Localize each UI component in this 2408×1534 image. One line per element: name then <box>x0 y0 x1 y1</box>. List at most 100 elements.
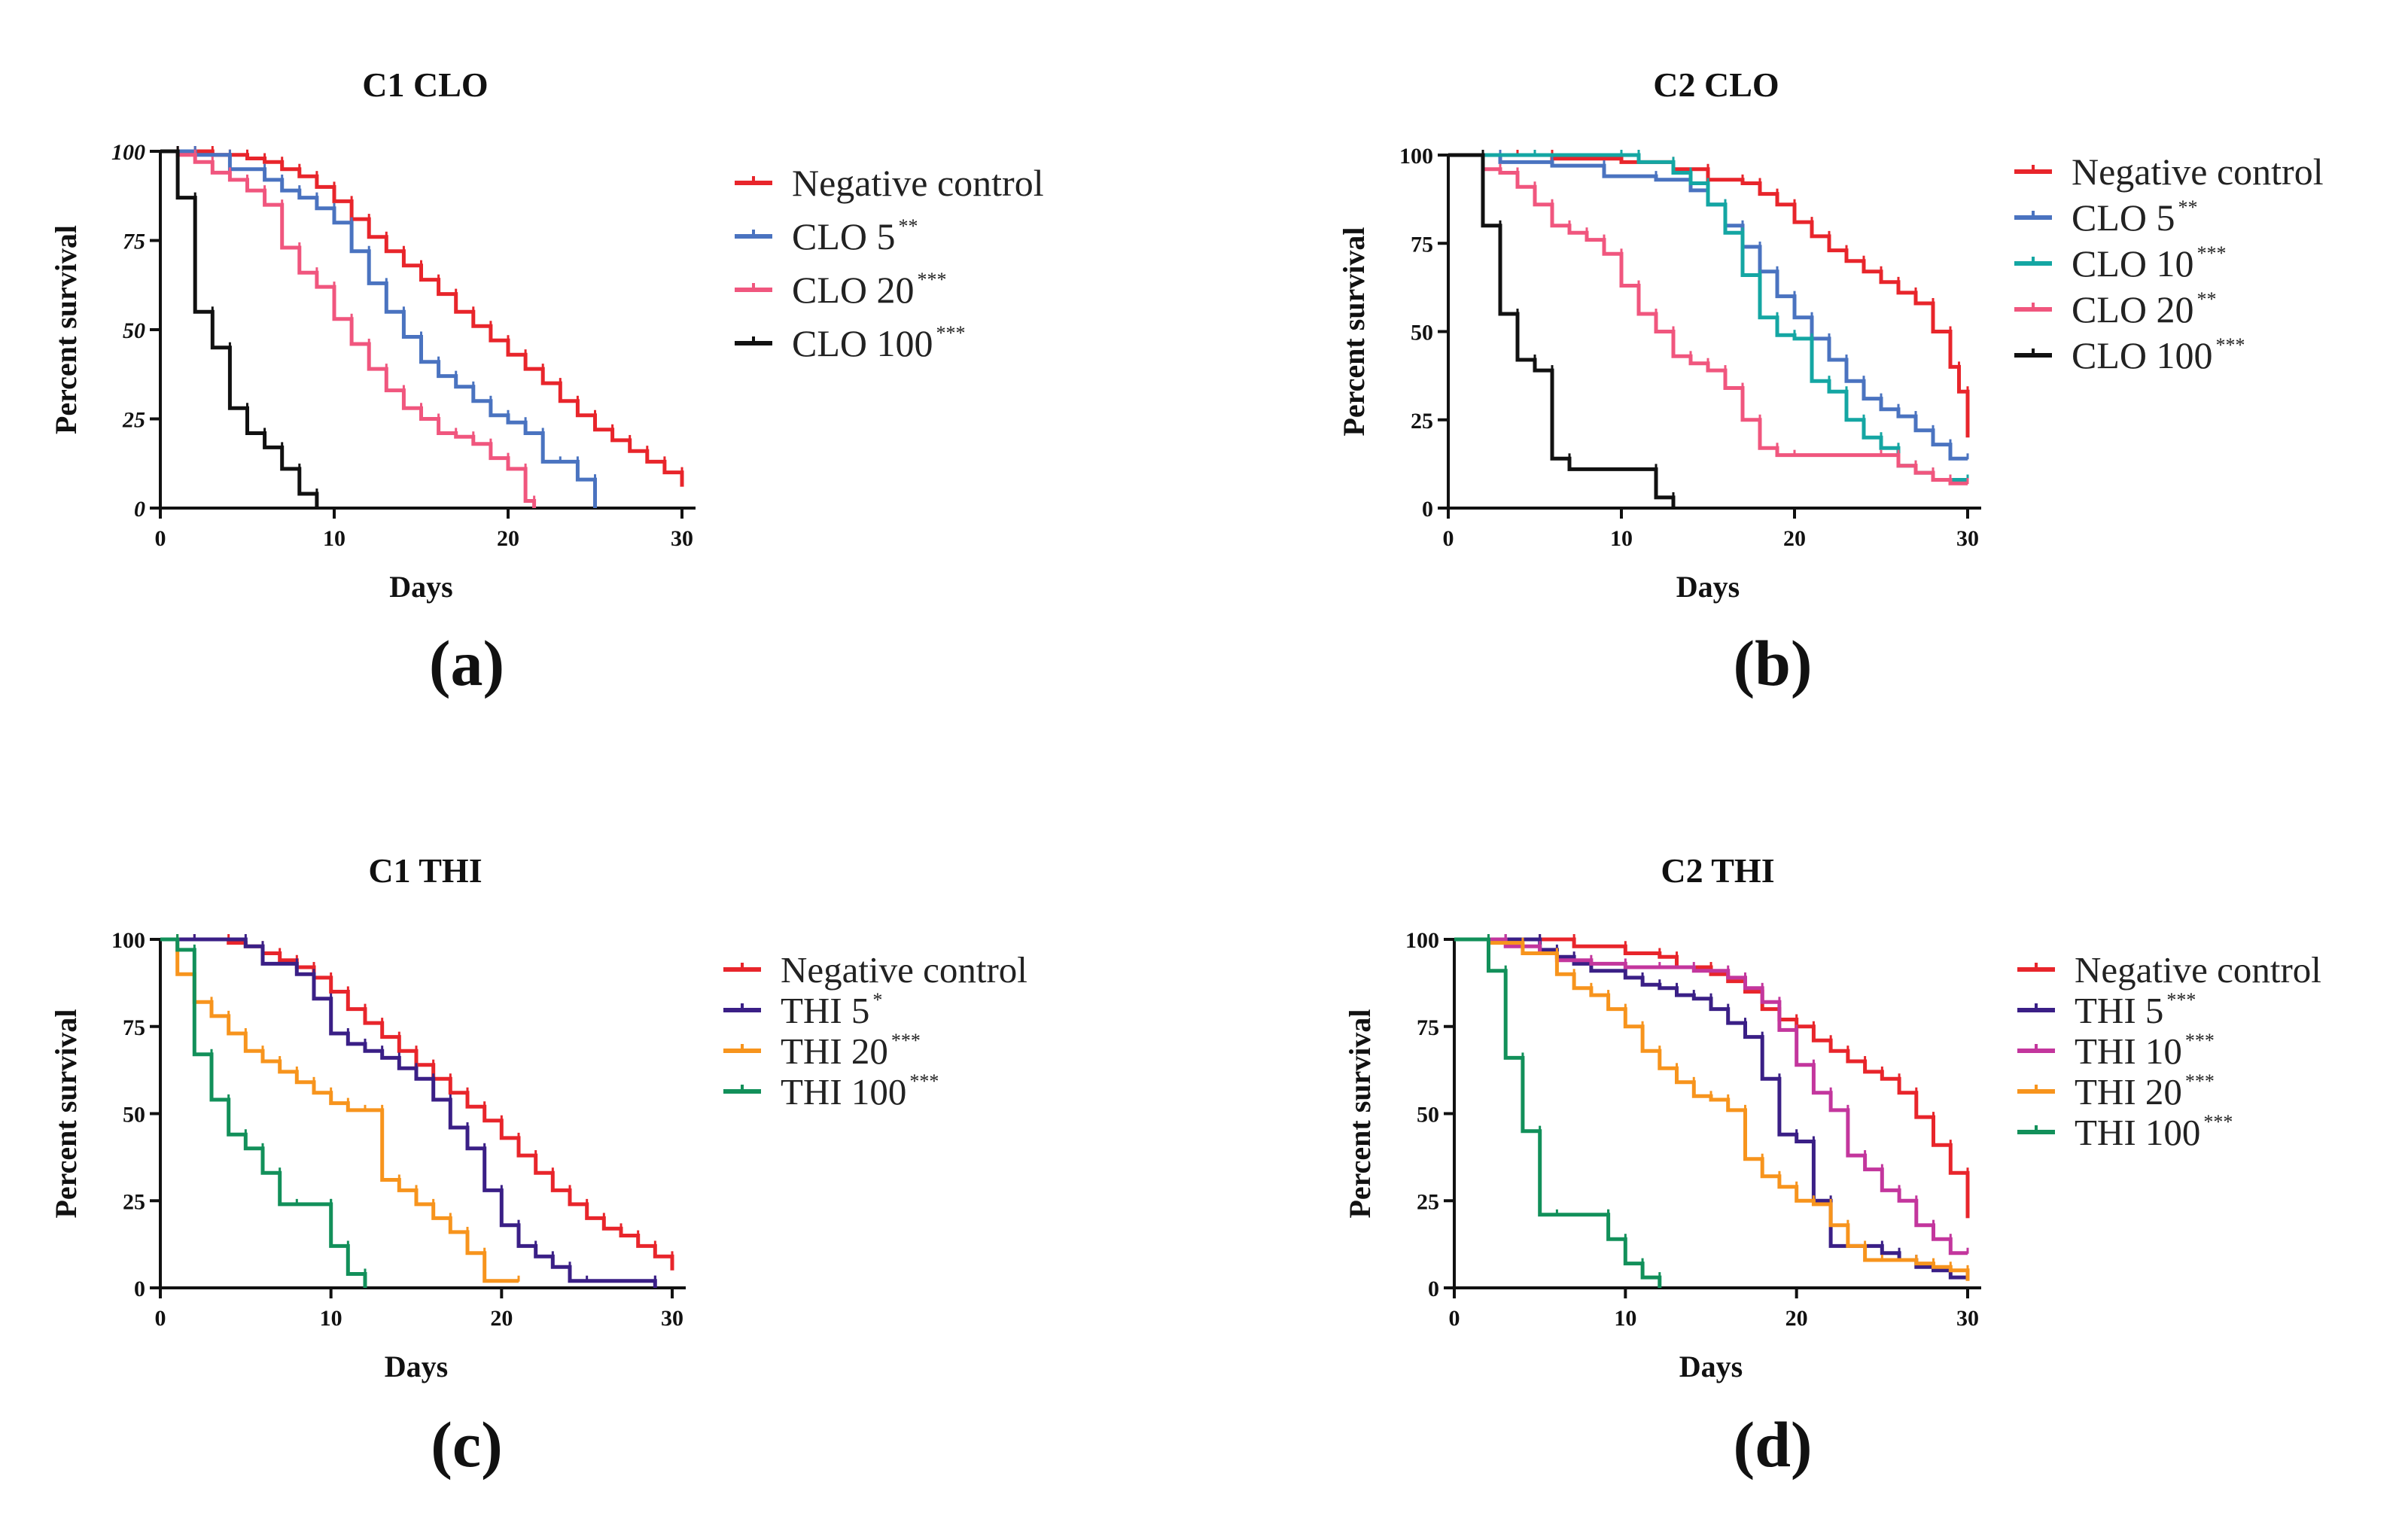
legend-label: CLO 10 <box>2072 242 2194 285</box>
series-line-4 <box>160 937 367 1288</box>
y-tick-label: 100 <box>1399 144 1433 169</box>
x-tick-label: 20 <box>490 1306 513 1331</box>
panel-letter: (d) <box>1733 1408 1812 1481</box>
x-tick-label: 30 <box>661 1306 683 1331</box>
x-axis-label: Days <box>389 570 452 604</box>
x-tick-label: 10 <box>1610 526 1633 551</box>
y-tick-label: 100 <box>1405 928 1439 953</box>
y-tick-label: 50 <box>123 1103 145 1128</box>
series-line-4 <box>1448 153 1968 485</box>
x-tick-label: 30 <box>1956 1306 1979 1331</box>
legend-label: THI 20 <box>2075 1071 2182 1112</box>
y-tick-label: 50 <box>1411 321 1433 345</box>
legend-significance: ** <box>2197 288 2217 310</box>
y-axis-label: Percent survival <box>49 1009 83 1218</box>
legend-label: THI 100 <box>2075 1112 2200 1153</box>
legend-label: CLO 100 <box>792 322 933 364</box>
legend-significance: *** <box>2216 334 2245 356</box>
chart-panel-4: C2 THI 0 25 50 75 100 0 10 20 30 Days Percent survi… <box>1343 851 2321 1481</box>
y-tick-label: 25 <box>122 408 145 433</box>
legend-significance: *** <box>891 1030 921 1052</box>
y-tick-label: 75 <box>1417 1015 1439 1040</box>
legend-label: Negative control <box>2075 949 2321 991</box>
x-tick-label: 0 <box>155 526 166 551</box>
y-tick-label: 100 <box>111 928 145 953</box>
x-axis-label: Days <box>385 1350 448 1383</box>
legend-significance: ** <box>899 215 918 237</box>
y-tick-label: 50 <box>123 318 145 343</box>
x-tick-label: 20 <box>1783 526 1806 551</box>
legend-label: CLO 5 <box>2072 196 2175 239</box>
y-tick-label: 0 <box>1428 1277 1439 1301</box>
legend-label: THI 5 <box>781 990 869 1031</box>
legend-label: Negative control <box>781 949 1027 991</box>
legend-label: THI 5 <box>2075 990 2163 1031</box>
y-tick-label: 75 <box>1411 232 1433 257</box>
chart-panel-1: C1 CLO 0 25 50 75 100 0 10 20 30 Days Percent survi… <box>49 65 1044 699</box>
legend-label: Negative control <box>2072 151 2324 193</box>
panel-letter: (a) <box>429 627 504 699</box>
y-tick-label: 0 <box>1422 497 1433 522</box>
series-line-2 <box>160 149 597 508</box>
y-axis-label: Percent survival <box>1337 227 1371 436</box>
legend-significance: *** <box>2203 1111 2233 1133</box>
x-tick-label: 10 <box>1614 1306 1636 1331</box>
x-axis-label: Days <box>1679 1350 1743 1383</box>
series-line-2 <box>1448 153 1968 461</box>
y-tick-label: 0 <box>134 1277 145 1301</box>
y-tick-label: 50 <box>1417 1103 1439 1128</box>
chart-panel-3: C1 THI 0 25 50 75 100 0 10 20 30 Days Percent survi… <box>49 851 1027 1481</box>
legend-significance: *** <box>2166 989 2196 1011</box>
x-tick-label: 20 <box>497 526 519 551</box>
x-tick-label: 10 <box>323 526 346 551</box>
x-tick-label: 0 <box>1443 526 1454 551</box>
series-line-3 <box>1448 153 1968 482</box>
legend-significance: *** <box>909 1070 939 1092</box>
series-line-5 <box>1448 153 1676 508</box>
legend-label: THI 10 <box>2075 1030 2182 1072</box>
legend-significance: *** <box>2185 1030 2215 1052</box>
legend-label: CLO 5 <box>792 215 896 257</box>
x-tick-label: 10 <box>320 1306 342 1331</box>
legend-significance: * <box>872 989 882 1011</box>
legend-significance: *** <box>918 269 947 291</box>
series-line-1 <box>160 149 684 487</box>
y-tick-label: 75 <box>123 1015 145 1040</box>
chart-title: C2 THI <box>1661 851 1774 890</box>
legend-significance: *** <box>2185 1070 2215 1092</box>
legend-label: CLO 20 <box>2072 288 2194 330</box>
legend-significance: *** <box>936 322 966 344</box>
series-line-4 <box>160 149 319 508</box>
series-line-2 <box>160 937 657 1288</box>
chart-title: C1 THI <box>368 851 482 890</box>
legend-label: CLO 100 <box>2072 334 2213 376</box>
series-line-4 <box>1454 937 1970 1281</box>
legend-label: THI 20 <box>781 1030 888 1072</box>
legend-label: THI 100 <box>781 1071 906 1112</box>
x-axis-label: Days <box>1676 570 1740 604</box>
series-line-1 <box>160 937 674 1271</box>
chart-panel-2: C2 CLO 0 25 50 75 100 0 10 20 30 Days Percent survi… <box>1337 65 2324 699</box>
series-line-2 <box>1454 937 1968 1280</box>
series-line-3 <box>160 937 519 1283</box>
x-tick-label: 20 <box>1785 1306 1808 1331</box>
y-tick-label: 25 <box>123 1189 145 1214</box>
series-line-3 <box>160 149 537 508</box>
chart-title: C1 CLO <box>362 65 488 104</box>
legend-label: Negative control <box>792 162 1044 204</box>
y-tick-label: 75 <box>123 230 145 254</box>
y-tick-label: 100 <box>111 140 145 165</box>
legend-label: CLO 20 <box>792 269 915 311</box>
series-line-5 <box>1454 937 1662 1288</box>
x-tick-label: 0 <box>1449 1306 1460 1331</box>
y-tick-label: 25 <box>1411 409 1433 434</box>
legend-significance: ** <box>2178 196 2198 218</box>
y-axis-label: Percent survival <box>49 225 83 434</box>
panel-letter: (c) <box>431 1408 502 1481</box>
chart-title: C2 CLO <box>1653 65 1779 104</box>
y-tick-label: 0 <box>134 497 145 522</box>
x-tick-label: 0 <box>155 1306 166 1331</box>
series-line-1 <box>1454 937 1970 1219</box>
x-tick-label: 30 <box>1956 526 1979 551</box>
